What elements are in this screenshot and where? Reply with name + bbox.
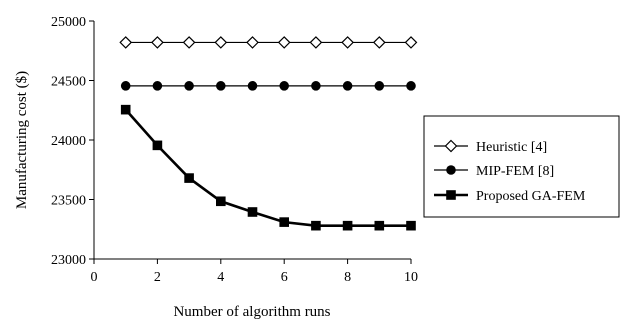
data-point (184, 173, 194, 183)
series-3 (120, 104, 416, 231)
data-point (246, 36, 259, 49)
series-line (124, 108, 411, 227)
data-point (277, 36, 291, 49)
y-tick-label: 25000 (51, 15, 86, 30)
data-point (214, 36, 228, 49)
legend-marker (444, 139, 458, 153)
data-point (311, 81, 321, 91)
y-tick-label: 24500 (51, 75, 86, 90)
data-point (216, 196, 226, 207)
x-tick-label: 8 (344, 270, 351, 285)
data-point (342, 220, 353, 231)
x-tick-label: 0 (91, 270, 98, 285)
data-point (247, 81, 258, 91)
x-axis-title: Number of algorithm runs (173, 304, 330, 320)
x-tick-label: 4 (217, 270, 224, 285)
data-point (184, 81, 194, 91)
data-point (309, 36, 323, 49)
data-point (247, 207, 258, 217)
data-point (372, 36, 386, 49)
data-point (216, 81, 226, 91)
legend-label: Heuristic [4] (476, 140, 547, 155)
legend-marker (446, 190, 456, 200)
data-point (279, 81, 290, 91)
y-axis-title: Manufacturing cost ($) (14, 71, 30, 209)
legend-marker (446, 165, 456, 175)
series-layer (119, 36, 418, 231)
x-tick-label: 2 (154, 270, 161, 285)
legend-box (423, 115, 620, 218)
y-tick-label: 24000 (51, 134, 86, 149)
data-point (406, 220, 416, 231)
series-2 (120, 81, 416, 91)
data-point (182, 36, 196, 49)
data-point (404, 36, 418, 49)
data-point (152, 140, 163, 151)
data-point (152, 81, 163, 91)
legend-label: MIP-FEM [8] (476, 164, 554, 179)
x-tick-label: 10 (404, 270, 418, 285)
data-point (311, 220, 321, 231)
data-point (374, 81, 385, 91)
series-1 (119, 36, 418, 49)
legend: Heuristic [4] MIP-FEM [8] Proposed GA-FEM (423, 115, 620, 218)
axes: 23000 23500 24000 24500 25000 0 2 4 6 8 10 (51, 15, 418, 285)
data-point (342, 81, 353, 91)
data-point (120, 81, 131, 91)
data-point (341, 36, 354, 49)
data-point (406, 81, 416, 91)
x-tick-label: 6 (281, 270, 288, 285)
data-point (279, 217, 289, 227)
legend-label: Proposed GA-FEM (476, 189, 586, 204)
y-tick-label: 23500 (51, 194, 86, 209)
data-point (119, 36, 133, 49)
data-point (120, 104, 131, 115)
data-point (151, 36, 164, 49)
data-point (374, 220, 385, 231)
y-tick-label: 23000 (51, 253, 86, 268)
